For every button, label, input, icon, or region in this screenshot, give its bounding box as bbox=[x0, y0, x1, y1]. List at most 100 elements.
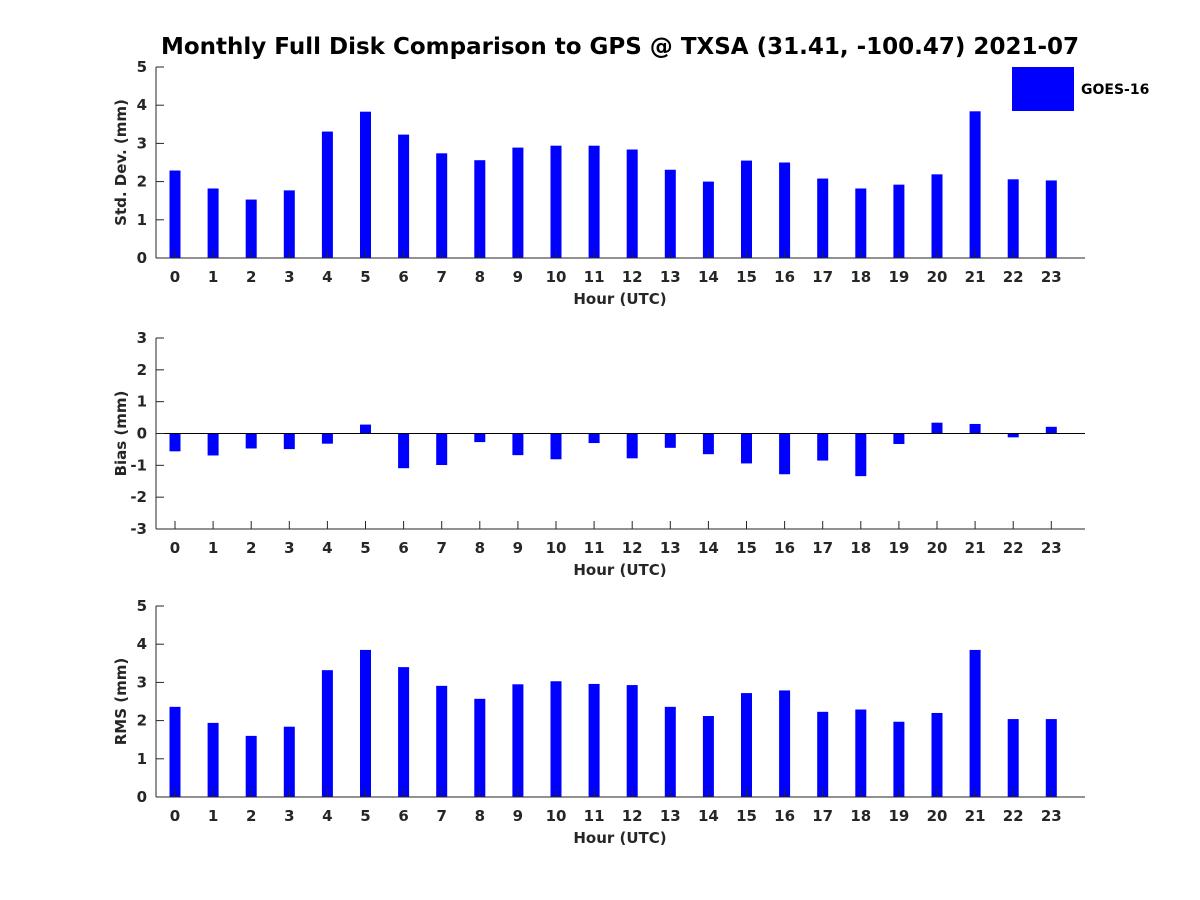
bar-hour-10 bbox=[550, 681, 562, 797]
bar-hour-0 bbox=[169, 706, 181, 797]
bar-hour-16 bbox=[779, 433, 791, 475]
bar-hour-7 bbox=[436, 433, 448, 466]
y-axis-label: Std. Dev. (mm) bbox=[112, 99, 130, 226]
bar-hour-18 bbox=[855, 433, 867, 477]
bar-hour-0 bbox=[169, 433, 181, 452]
y-tick-label: 4 bbox=[137, 96, 147, 114]
chart-title: Monthly Full Disk Comparison to GPS @ TX… bbox=[161, 34, 1079, 60]
x-tick-label: 0 bbox=[170, 539, 180, 557]
x-tick-label: 14 bbox=[698, 539, 719, 557]
bar-hour-14 bbox=[702, 716, 714, 797]
bar-hour-15 bbox=[741, 160, 752, 258]
bar-hour-17 bbox=[817, 178, 829, 258]
x-tick-label: 13 bbox=[660, 807, 681, 825]
x-tick-label: 8 bbox=[475, 539, 485, 557]
x-tick-label: 23 bbox=[1041, 268, 1062, 286]
x-tick-label: 10 bbox=[546, 268, 567, 286]
x-tick-label: 9 bbox=[513, 539, 523, 557]
bar-hour-20 bbox=[931, 422, 943, 434]
x-tick-label: 7 bbox=[436, 807, 446, 825]
bar-hour-10 bbox=[550, 145, 562, 258]
bar-hour-19 bbox=[893, 184, 905, 258]
x-tick-label: 17 bbox=[812, 268, 833, 286]
x-tick-label: 16 bbox=[774, 539, 795, 557]
bar-hour-1 bbox=[207, 722, 219, 797]
x-tick-label: 23 bbox=[1041, 539, 1062, 557]
x-tick-label: 20 bbox=[927, 807, 948, 825]
x-tick-label: 3 bbox=[284, 268, 294, 286]
legend-swatch bbox=[1012, 67, 1074, 111]
x-tick-label: 6 bbox=[398, 539, 408, 557]
x-tick-label: 15 bbox=[736, 539, 757, 557]
bar-hour-22 bbox=[1007, 433, 1019, 438]
y-tick-label: 0 bbox=[137, 788, 147, 806]
x-tick-label: 5 bbox=[360, 268, 370, 286]
bar-hour-5 bbox=[360, 424, 371, 434]
y-tick-label: 3 bbox=[137, 134, 147, 152]
bar-hour-2 bbox=[245, 433, 257, 449]
bar-hour-20 bbox=[931, 174, 943, 258]
x-tick-label: 1 bbox=[208, 539, 218, 557]
bar-hour-13 bbox=[664, 169, 676, 258]
x-tick-label: 2 bbox=[246, 807, 256, 825]
x-tick-label: 20 bbox=[927, 539, 948, 557]
bar-hour-2 bbox=[245, 735, 257, 797]
x-tick-label: 17 bbox=[812, 539, 833, 557]
bar-hour-13 bbox=[664, 433, 676, 448]
bar-hour-16 bbox=[779, 690, 791, 797]
x-tick-label: 4 bbox=[322, 268, 332, 286]
bar-hour-13 bbox=[664, 706, 676, 797]
x-tick-label: 9 bbox=[513, 268, 523, 286]
x-tick-label: 14 bbox=[698, 268, 719, 286]
bar-hour-9 bbox=[512, 684, 524, 797]
x-tick-label: 9 bbox=[513, 807, 523, 825]
bar-hour-5 bbox=[360, 111, 371, 258]
bar-hour-11 bbox=[588, 145, 600, 258]
bar-hour-6 bbox=[398, 433, 410, 469]
bar-hour-11 bbox=[588, 433, 600, 444]
x-tick-label: 1 bbox=[208, 807, 218, 825]
x-tick-label: 10 bbox=[546, 539, 567, 557]
x-tick-label: 8 bbox=[475, 807, 485, 825]
bar-hour-12 bbox=[626, 433, 638, 459]
x-tick-label: 12 bbox=[622, 539, 643, 557]
bar-hour-0 bbox=[169, 170, 181, 258]
bar-hour-17 bbox=[817, 433, 829, 461]
x-tick-label: 19 bbox=[888, 807, 909, 825]
bar-hour-8 bbox=[474, 698, 486, 797]
bar-hour-18 bbox=[855, 709, 867, 797]
legend: GOES-16 bbox=[1012, 67, 1149, 111]
x-tick-label: 21 bbox=[965, 807, 986, 825]
y-tick-label: 3 bbox=[137, 673, 147, 691]
x-tick-label: 4 bbox=[322, 807, 332, 825]
bar-hour-18 bbox=[855, 188, 867, 258]
bar-hour-23 bbox=[1045, 180, 1057, 258]
x-tick-label: 22 bbox=[1003, 807, 1024, 825]
x-tick-label: 11 bbox=[584, 807, 605, 825]
x-tick-label: 19 bbox=[888, 539, 909, 557]
x-tick-label: 18 bbox=[850, 268, 871, 286]
bar-hour-23 bbox=[1045, 426, 1057, 434]
y-tick-label: 5 bbox=[137, 58, 147, 76]
bar-hour-14 bbox=[702, 433, 714, 455]
x-tick-label: 13 bbox=[660, 539, 681, 557]
y-tick-label: 1 bbox=[137, 750, 147, 768]
bar-hour-4 bbox=[321, 131, 333, 258]
x-tick-label: 14 bbox=[698, 807, 719, 825]
bar-hour-10 bbox=[550, 433, 562, 460]
x-tick-label: 2 bbox=[246, 268, 256, 286]
x-tick-label: 21 bbox=[965, 268, 986, 286]
x-tick-label: 10 bbox=[546, 807, 567, 825]
legend-label: GOES-16 bbox=[1081, 82, 1149, 98]
x-tick-label: 11 bbox=[584, 268, 605, 286]
x-tick-label: 11 bbox=[584, 539, 605, 557]
bar-hour-15 bbox=[741, 693, 752, 797]
bar-hour-14 bbox=[702, 181, 714, 258]
bar-hour-9 bbox=[512, 147, 524, 258]
y-tick-label: 3 bbox=[137, 329, 147, 347]
x-tick-label: 8 bbox=[475, 268, 485, 286]
